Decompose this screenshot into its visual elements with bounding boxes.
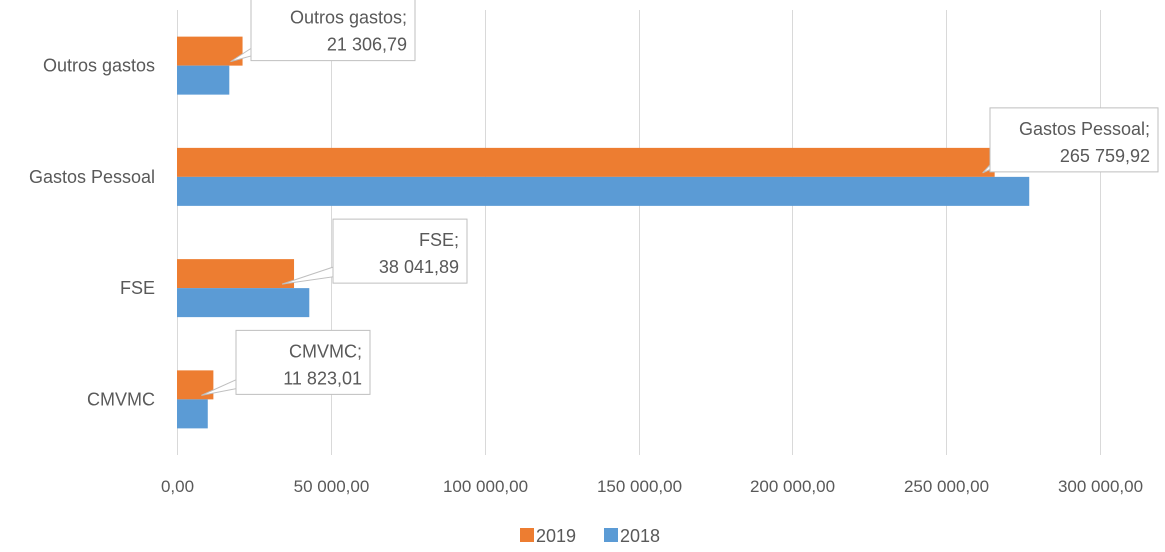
- bar-2018-2: [177, 288, 310, 318]
- callout-label: Outros gastos;: [290, 8, 407, 28]
- x-tick-label: 50 000,00: [294, 477, 370, 496]
- callout-value: 265 759,92: [1060, 146, 1150, 166]
- bar-2018-0: [177, 65, 230, 95]
- legend-layer: 2019 2018: [520, 526, 660, 546]
- grid-layer: [177, 10, 1101, 455]
- x-tick-label: 100 000,00: [443, 477, 528, 496]
- callout-box: [989, 107, 1159, 173]
- legend-swatch-2019: [520, 528, 534, 542]
- x-tick-label: 200 000,00: [750, 477, 835, 496]
- bar-2019-1: [177, 147, 995, 177]
- y-category-label: CMVMC: [87, 389, 155, 409]
- bars-layer: [177, 36, 1030, 429]
- axis-layer: 0,00 50 000,00 100 000,00 150 000,00 200 000…: [29, 56, 1143, 496]
- callout-layer: Outros gastos; 21 306,79 Gastos Pessoal; 26…: [201, 0, 1159, 396]
- callout-box: [235, 329, 371, 395]
- bar-2018-1: [177, 176, 1030, 206]
- callout-value: 21 306,79: [327, 35, 407, 55]
- callout-box: [332, 218, 468, 284]
- legend-label: 2018: [620, 526, 660, 546]
- legend-label: 2019: [536, 526, 576, 546]
- callout-label: FSE;: [419, 230, 459, 250]
- callout-box: [250, 0, 416, 62]
- bar-2019-2: [177, 259, 295, 289]
- x-tick-label: 300 000,00: [1058, 477, 1143, 496]
- callout-label: Gastos Pessoal;: [1019, 119, 1150, 139]
- callout-label: CMVMC;: [289, 341, 362, 361]
- y-category-label: FSE: [120, 278, 155, 298]
- bar-2018-3: [177, 399, 208, 429]
- x-tick-label: 150 000,00: [597, 477, 682, 496]
- x-tick-label: 0,00: [161, 477, 194, 496]
- callout-value: 11 823,01: [283, 368, 362, 388]
- y-category-label: Outros gastos: [43, 56, 155, 76]
- bar-2019-3: [177, 370, 214, 400]
- callout-value: 38 041,89: [379, 257, 459, 277]
- x-tick-label: 250 000,00: [904, 477, 989, 496]
- y-category-label: Gastos Pessoal: [29, 167, 155, 187]
- legend-swatch-2018: [604, 528, 618, 542]
